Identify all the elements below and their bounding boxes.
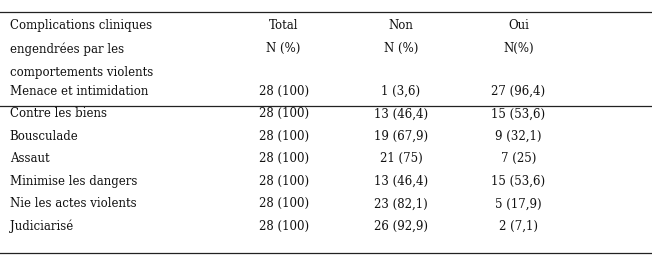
Text: 13 (46,4): 13 (46,4): [374, 107, 428, 120]
Text: 23 (82,1): 23 (82,1): [374, 197, 428, 210]
Text: 28 (100): 28 (100): [259, 197, 308, 210]
Text: Bousculade: Bousculade: [10, 130, 78, 143]
Text: 28 (100): 28 (100): [259, 220, 308, 233]
Text: Oui: Oui: [508, 19, 529, 32]
Text: 19 (67,9): 19 (67,9): [374, 130, 428, 143]
Text: engendrées par les: engendrées par les: [10, 42, 124, 56]
Text: Judiciarisé: Judiciarisé: [10, 220, 73, 233]
Text: Complications cliniques: Complications cliniques: [10, 19, 152, 32]
Text: 2 (7,1): 2 (7,1): [499, 220, 538, 233]
Text: 5 (17,9): 5 (17,9): [495, 197, 542, 210]
Text: 28 (100): 28 (100): [259, 175, 308, 188]
Text: 28 (100): 28 (100): [259, 152, 308, 165]
Text: 7 (25): 7 (25): [501, 152, 536, 165]
Text: 28 (100): 28 (100): [259, 85, 308, 98]
Text: Contre les biens: Contre les biens: [10, 107, 107, 120]
Text: N (%): N (%): [267, 42, 301, 55]
Text: Nie les actes violents: Nie les actes violents: [10, 197, 136, 210]
Text: 28 (100): 28 (100): [259, 130, 308, 143]
Text: Menace et intimidation: Menace et intimidation: [10, 85, 148, 98]
Text: 1 (3,6): 1 (3,6): [381, 85, 421, 98]
Text: 27 (96,4): 27 (96,4): [491, 85, 546, 98]
Text: 15 (53,6): 15 (53,6): [491, 175, 546, 188]
Text: Total: Total: [269, 19, 299, 32]
Text: Minimise les dangers: Minimise les dangers: [10, 175, 137, 188]
Text: N (%): N (%): [384, 42, 418, 55]
Text: Non: Non: [389, 19, 413, 32]
Text: 13 (46,4): 13 (46,4): [374, 175, 428, 188]
Text: N(%): N(%): [503, 42, 533, 55]
Text: comportements violents: comportements violents: [10, 66, 153, 79]
Text: 21 (75): 21 (75): [379, 152, 422, 165]
Text: 26 (92,9): 26 (92,9): [374, 220, 428, 233]
Text: 9 (32,1): 9 (32,1): [495, 130, 542, 143]
Text: 15 (53,6): 15 (53,6): [491, 107, 546, 120]
Text: 28 (100): 28 (100): [259, 107, 308, 120]
Text: Assaut: Assaut: [10, 152, 50, 165]
